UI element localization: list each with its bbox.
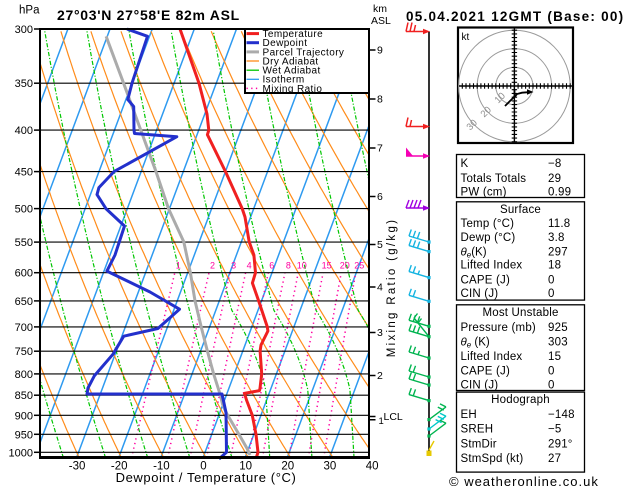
- svg-text:27: 27: [548, 453, 561, 465]
- svg-text:750: 750: [15, 346, 33, 358]
- svg-text:Hodograph: Hodograph: [491, 394, 550, 406]
- svg-text:0: 0: [548, 366, 555, 378]
- svg-text:CIN (J): CIN (J): [461, 288, 499, 300]
- svg-text:StmSpd (kt): StmSpd (kt): [461, 453, 524, 465]
- svg-text:Dewpoint / Temperature (°C): Dewpoint / Temperature (°C): [116, 470, 297, 485]
- svg-text:350: 350: [15, 78, 33, 90]
- svg-text:-20: -20: [111, 461, 128, 473]
- svg-text:950: 950: [15, 429, 33, 441]
- svg-text:© weatheronline.co.uk: © weatheronline.co.uk: [449, 474, 599, 486]
- svg-text:29: 29: [548, 173, 561, 185]
- svg-text:3.8: 3.8: [548, 232, 565, 244]
- svg-text:Dewpoint: Dewpoint: [263, 38, 308, 49]
- svg-text:500: 500: [15, 204, 33, 216]
- svg-text:10: 10: [239, 461, 252, 473]
- svg-text:Wet Adiabat: Wet Adiabat: [263, 66, 321, 77]
- svg-text:Mixing Ratio (g/kg): Mixing Ratio (g/kg): [386, 218, 398, 358]
- svg-text:18: 18: [548, 260, 561, 272]
- svg-text:11.8: 11.8: [548, 218, 570, 230]
- svg-text:3: 3: [231, 261, 236, 271]
- svg-text:4: 4: [247, 261, 252, 271]
- svg-text:Isotherm: Isotherm: [263, 75, 305, 86]
- svg-text:900: 900: [15, 410, 33, 422]
- svg-text:25: 25: [354, 261, 364, 271]
- svg-text:0: 0: [548, 275, 555, 287]
- svg-text:Pressure (mb): Pressure (mb): [461, 322, 536, 334]
- svg-text:Dewp (°C): Dewp (°C): [461, 232, 516, 244]
- svg-text:ASL: ASL: [371, 15, 391, 27]
- svg-text:450: 450: [15, 167, 33, 179]
- svg-text:θe(K): θe(K): [461, 246, 487, 259]
- svg-text:Lifted Index: Lifted Index: [461, 351, 523, 363]
- svg-text:PW (cm): PW (cm): [461, 187, 507, 199]
- svg-text:6: 6: [377, 191, 383, 203]
- svg-text:Parcel Trajectory: Parcel Trajectory: [263, 47, 345, 58]
- svg-text:700: 700: [15, 322, 33, 334]
- svg-text:303: 303: [548, 337, 568, 349]
- svg-text:K: K: [461, 158, 469, 170]
- svg-text:4: 4: [377, 282, 383, 294]
- svg-text:27°03'N 27°58'E 82m ASL: 27°03'N 27°58'E 82m ASL: [57, 7, 240, 23]
- svg-text:1: 1: [176, 261, 181, 271]
- svg-text:15: 15: [548, 351, 561, 363]
- svg-text:hPa: hPa: [19, 5, 40, 17]
- svg-text:0.99: 0.99: [548, 187, 571, 199]
- svg-text:7: 7: [377, 143, 383, 155]
- svg-text:0: 0: [548, 380, 555, 392]
- svg-text:Temperature: Temperature: [263, 29, 324, 40]
- svg-text:−8: −8: [548, 158, 562, 170]
- svg-text:−148: −148: [548, 409, 575, 421]
- svg-text:Mixing Ratio: Mixing Ratio: [263, 84, 323, 95]
- svg-text:LCL: LCL: [384, 411, 403, 423]
- svg-text:θe (K): θe (K): [461, 337, 490, 350]
- svg-text:600: 600: [15, 268, 33, 280]
- svg-text:kt: kt: [462, 32, 470, 43]
- svg-text:10: 10: [297, 261, 307, 271]
- svg-text:StmDir: StmDir: [461, 439, 497, 451]
- svg-text:Lifted Index: Lifted Index: [461, 260, 523, 272]
- svg-text:0: 0: [548, 288, 555, 300]
- svg-text:2: 2: [377, 370, 383, 382]
- svg-text:20: 20: [281, 461, 294, 473]
- svg-text:0: 0: [200, 461, 206, 473]
- svg-text:30: 30: [324, 461, 337, 473]
- svg-text:400: 400: [15, 125, 33, 137]
- svg-text:CIN (J): CIN (J): [461, 380, 499, 392]
- svg-text:CAPE (J): CAPE (J): [461, 275, 511, 287]
- svg-text:km: km: [373, 3, 387, 15]
- svg-text:40: 40: [366, 461, 379, 473]
- svg-text:3: 3: [377, 327, 383, 339]
- svg-text:6: 6: [269, 261, 274, 271]
- svg-text:925: 925: [548, 322, 568, 334]
- svg-text:550: 550: [15, 237, 33, 249]
- svg-text:1: 1: [379, 416, 384, 427]
- svg-text:800: 800: [15, 369, 33, 381]
- svg-text:8: 8: [286, 261, 291, 271]
- svg-text:Most Unstable: Most Unstable: [482, 307, 558, 319]
- svg-text:5: 5: [377, 239, 383, 251]
- svg-text:1000: 1000: [9, 447, 33, 459]
- svg-text:-30: -30: [69, 461, 86, 473]
- svg-text:EH: EH: [461, 409, 477, 421]
- svg-text:−5: −5: [548, 424, 562, 436]
- svg-text:Surface: Surface: [500, 204, 541, 216]
- svg-text:850: 850: [15, 390, 33, 402]
- svg-text:15: 15: [322, 261, 332, 271]
- svg-text:CAPE (J): CAPE (J): [461, 366, 511, 378]
- svg-text:05.04.2021 12GMT (Base: 00): 05.04.2021 12GMT (Base: 00): [406, 9, 624, 24]
- svg-text:Dry Adiabat: Dry Adiabat: [263, 56, 319, 67]
- svg-text:8: 8: [377, 94, 383, 106]
- svg-text:20: 20: [340, 261, 350, 271]
- svg-text:2: 2: [210, 261, 215, 271]
- svg-text:300: 300: [15, 24, 33, 36]
- svg-text:297: 297: [548, 246, 568, 258]
- svg-text:9: 9: [377, 45, 383, 57]
- svg-text:Totals Totals: Totals Totals: [461, 173, 527, 185]
- svg-text:-10: -10: [153, 461, 170, 473]
- svg-text:650: 650: [15, 296, 33, 308]
- svg-text:291°: 291°: [548, 439, 573, 451]
- svg-text:SREH: SREH: [461, 424, 494, 436]
- svg-text:Temp (°C): Temp (°C): [461, 218, 515, 230]
